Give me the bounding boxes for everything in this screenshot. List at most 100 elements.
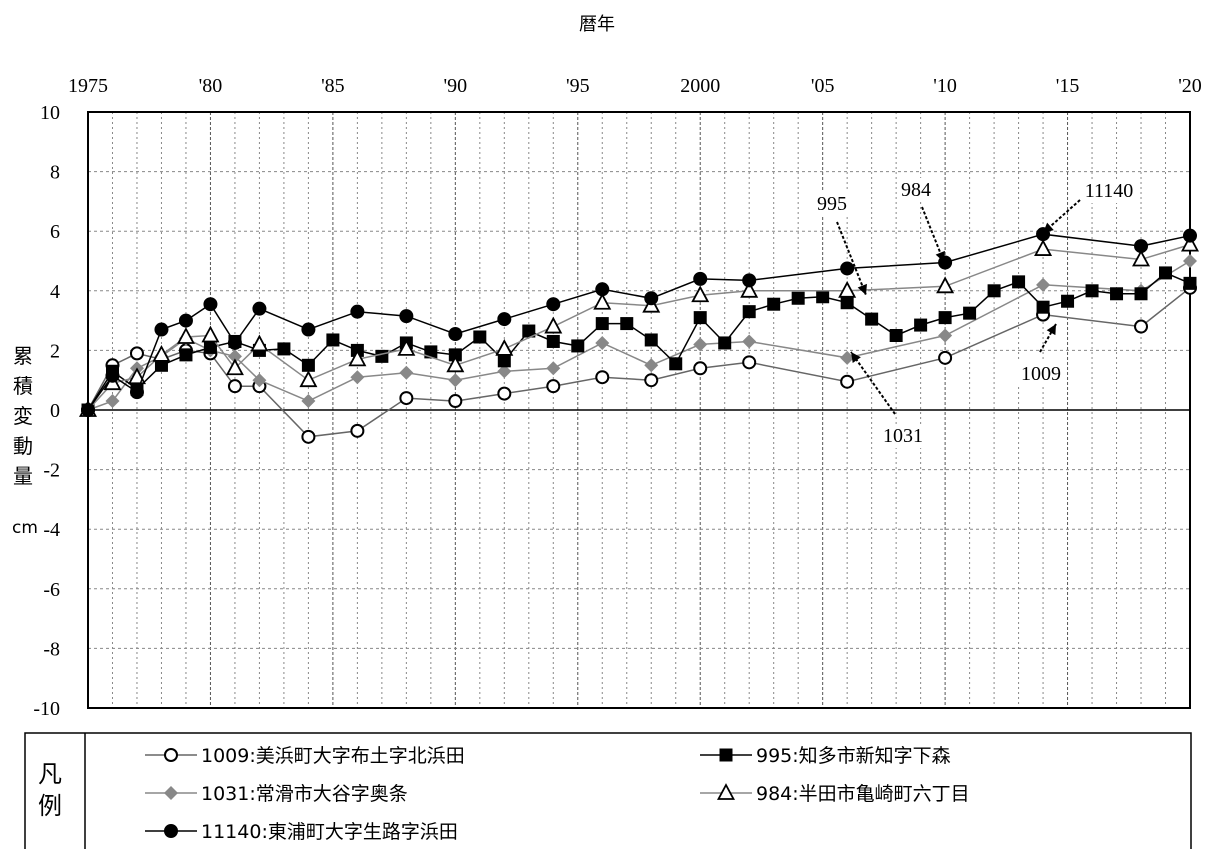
data-point	[593, 292, 612, 310]
annotation-arrowhead	[857, 283, 867, 295]
data-point	[350, 370, 365, 385]
data-point	[767, 297, 781, 311]
data-point	[644, 333, 658, 347]
data-point	[350, 423, 365, 438]
data-point	[1159, 266, 1173, 280]
data-point	[693, 337, 708, 352]
legend-label: 995:知多市新知字下森	[756, 745, 951, 767]
data-point	[693, 361, 708, 376]
data-point	[691, 285, 710, 303]
y-tick-label: 0	[50, 400, 60, 422]
data-point	[399, 365, 414, 380]
data-point	[840, 350, 855, 365]
data-point	[1132, 249, 1151, 267]
x-tick-label: '85	[321, 75, 345, 97]
data-point	[350, 304, 365, 319]
x-tick-label: '20	[1178, 75, 1202, 97]
data-point	[816, 290, 830, 304]
data-point	[164, 786, 178, 800]
y-axis-unit: cm	[12, 518, 38, 538]
data-point	[176, 327, 195, 344]
legend: 凡例 1009:美浜町大字布土字北浜田 1031:常滑市大谷字奥条 995:知多市新…	[24, 732, 1192, 849]
annotation-bg	[879, 424, 927, 448]
x-tick-label: '80	[199, 75, 223, 97]
data-point	[154, 322, 169, 337]
data-point	[1183, 228, 1197, 243]
data-point	[299, 370, 318, 388]
data-point	[546, 297, 561, 312]
data-point	[424, 345, 438, 359]
data-point	[740, 280, 759, 298]
data-point	[227, 335, 242, 350]
annotation: 984	[897, 178, 945, 263]
legend-label: 1009:美浜町大字布土字北浜田	[201, 745, 465, 767]
data-point	[595, 335, 610, 350]
data-point	[252, 373, 267, 388]
annotation-label: 995	[817, 193, 847, 215]
data-point	[742, 355, 757, 370]
data-point	[742, 273, 757, 288]
data-point	[201, 325, 220, 343]
data-point	[399, 391, 414, 406]
data-point	[446, 355, 465, 373]
y-tick-label: -8	[43, 638, 60, 660]
data-point	[938, 311, 952, 325]
data-point	[693, 271, 708, 286]
legend-title: 凡例	[38, 760, 62, 820]
data-point	[742, 305, 756, 319]
data-point	[644, 373, 659, 388]
data-point	[448, 327, 463, 342]
x-tick-label: 1975	[68, 75, 108, 97]
data-point	[495, 339, 514, 356]
legend-item: 11140:東浦町大字生路字浜田	[145, 821, 458, 843]
legend-label: 984:半田市亀崎町六丁目	[756, 783, 970, 805]
data-point	[1012, 275, 1026, 289]
data-point	[938, 350, 953, 365]
annotation-arrow	[850, 351, 896, 415]
series-group	[81, 227, 1197, 417]
legend-item: 995:知多市新知字下森	[700, 745, 951, 767]
data-point	[250, 334, 269, 352]
data-point	[105, 394, 120, 409]
annotation-arrowhead	[851, 352, 861, 364]
data-point	[497, 312, 512, 327]
data-point	[178, 313, 193, 328]
data-point	[1134, 287, 1148, 301]
data-point	[595, 317, 609, 331]
chart-title: 暦年	[579, 14, 615, 35]
data-point	[105, 368, 120, 383]
annotation-label: 984	[901, 179, 931, 201]
annotation-bg	[813, 192, 851, 216]
annotation: 1009	[1017, 323, 1065, 386]
data-point	[375, 349, 389, 363]
data-point	[936, 276, 955, 294]
data-point	[1110, 287, 1124, 301]
data-point	[1036, 300, 1050, 314]
legend-box	[24, 732, 1192, 849]
data-point	[448, 373, 463, 388]
data-point	[838, 280, 857, 298]
annotation-label: 1009	[1021, 363, 1061, 385]
data-point	[669, 357, 683, 371]
data-point	[127, 367, 146, 385]
data-point	[1085, 284, 1099, 298]
legend-items: 1009:美浜町大字布土字北浜田 1031:常滑市大谷字奥条 995:知多市新知字下…	[145, 745, 970, 843]
data-point	[644, 358, 659, 373]
y-tick-label: 4	[50, 281, 60, 303]
data-point	[301, 429, 316, 444]
data-point	[301, 322, 316, 337]
x-tick-label: '10	[933, 75, 957, 97]
data-point	[473, 330, 487, 344]
data-point	[522, 324, 536, 338]
data-point	[1183, 254, 1197, 268]
data-point	[546, 334, 560, 348]
annotation-bg	[1080, 179, 1138, 203]
data-point	[81, 403, 95, 417]
data-point	[1061, 294, 1075, 308]
series-group	[81, 266, 1197, 417]
data-point	[595, 282, 610, 297]
annotation-arrowhead	[1043, 222, 1054, 233]
x-tick-label: '15	[1056, 75, 1080, 97]
data-point	[865, 312, 879, 326]
series-group	[81, 254, 1197, 417]
